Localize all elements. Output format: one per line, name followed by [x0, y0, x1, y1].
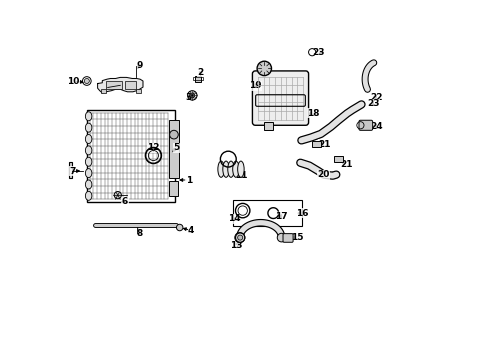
Text: 3: 3: [185, 93, 191, 102]
Text: 17: 17: [274, 212, 287, 220]
Polygon shape: [98, 77, 142, 93]
Ellipse shape: [227, 161, 234, 177]
Circle shape: [237, 235, 242, 240]
Text: 24: 24: [370, 122, 383, 131]
Text: 1: 1: [185, 176, 191, 185]
Bar: [168, 120, 179, 178]
Text: 21: 21: [339, 161, 351, 170]
Text: 19: 19: [248, 81, 261, 90]
Text: 21: 21: [318, 140, 330, 149]
Text: 14: 14: [227, 215, 240, 223]
Circle shape: [257, 61, 271, 76]
Bar: [193, 77, 203, 80]
Text: 20: 20: [317, 170, 329, 179]
Circle shape: [189, 93, 194, 98]
Text: 23: 23: [366, 99, 379, 108]
Circle shape: [169, 130, 178, 139]
Text: 5: 5: [173, 143, 179, 152]
Circle shape: [114, 192, 121, 199]
Bar: [264, 122, 273, 130]
Text: 16: 16: [295, 209, 308, 217]
Bar: [232, 200, 302, 226]
Text: 13: 13: [230, 241, 243, 250]
Text: 9: 9: [136, 61, 142, 70]
Ellipse shape: [223, 161, 229, 177]
Circle shape: [176, 224, 183, 231]
Text: 22: 22: [370, 93, 383, 102]
Text: 2: 2: [197, 68, 203, 77]
FancyBboxPatch shape: [358, 120, 372, 130]
Ellipse shape: [218, 161, 224, 177]
Bar: [311, 141, 320, 147]
Text: 8: 8: [137, 229, 143, 238]
Text: 15: 15: [291, 233, 304, 242]
Circle shape: [234, 233, 244, 243]
Ellipse shape: [85, 112, 92, 121]
Bar: [125, 81, 136, 89]
Ellipse shape: [85, 123, 92, 132]
Text: 7: 7: [69, 166, 76, 176]
Bar: [194, 76, 201, 82]
Ellipse shape: [232, 161, 239, 177]
Text: 18: 18: [307, 109, 319, 118]
Ellipse shape: [85, 168, 92, 177]
Ellipse shape: [85, 146, 92, 155]
Text: 11: 11: [235, 171, 247, 180]
Text: 23: 23: [311, 48, 324, 57]
Ellipse shape: [85, 180, 92, 189]
Text: 10: 10: [67, 77, 80, 86]
Bar: [101, 89, 106, 93]
Bar: [69, 162, 72, 178]
Ellipse shape: [237, 161, 244, 177]
Text: 6: 6: [122, 197, 128, 206]
Bar: [334, 156, 343, 162]
Bar: [106, 81, 122, 89]
FancyBboxPatch shape: [283, 234, 292, 242]
Ellipse shape: [85, 157, 92, 166]
Bar: [168, 181, 178, 196]
Text: 12: 12: [147, 143, 160, 152]
Ellipse shape: [85, 135, 92, 144]
Text: 4: 4: [188, 226, 194, 235]
Bar: [136, 89, 141, 93]
FancyBboxPatch shape: [252, 71, 308, 125]
Bar: [87, 110, 175, 202]
Ellipse shape: [85, 192, 92, 200]
Circle shape: [84, 78, 89, 84]
Circle shape: [277, 233, 285, 242]
